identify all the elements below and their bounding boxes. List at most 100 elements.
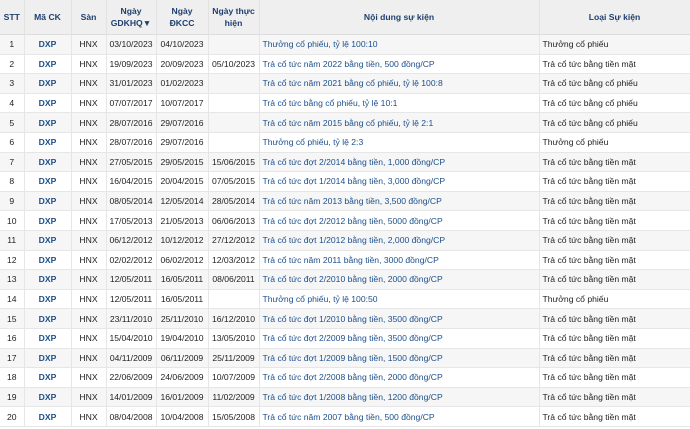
cell-ma-ck[interactable]: DXP (24, 132, 72, 153)
cell-stt: 19 (0, 387, 25, 408)
cell-ngay-thuc-hien: 07/05/2015 (208, 171, 260, 192)
cell-loai-su-kien: Thưởng cổ phiếu (539, 289, 690, 310)
cell-stt: 15 (0, 308, 25, 329)
cell-san: HNX (71, 152, 107, 173)
cell-ma-ck[interactable]: DXP (24, 73, 72, 94)
cell-ngay-thuc-hien: 15/05/2008 (208, 406, 260, 427)
cell-ma-ck[interactable]: DXP (24, 406, 72, 427)
cell-ma-ck[interactable]: DXP (24, 230, 72, 251)
cell-noi-dung[interactable]: Trả cổ tức năm 2011 bằng tiền, 3000 đồng… (259, 250, 540, 271)
cell-noi-dung[interactable]: Trả cổ tức đợt 1/2009 bằng tiền, 1500 đồ… (259, 348, 540, 369)
cell-san: HNX (71, 348, 107, 369)
table-row: 2 DXP HNX 19/09/2023 20/09/2023 05/10/2023 Trả… (0, 54, 690, 75)
cell-ngay-dkcc: 12/05/2014 (156, 191, 209, 212)
cell-san: HNX (71, 93, 107, 114)
cell-ngay-thuc-hien: 16/12/2010 (208, 308, 260, 329)
cell-ngay-dkcc: 10/07/2017 (156, 93, 209, 114)
table-row: 20 DXP HNX 08/04/2008 10/04/2008 15/05/2008 Tr… (0, 406, 690, 427)
cell-ngay-dkcc: 10/04/2008 (156, 406, 209, 427)
table-row: 5 DXP HNX 28/07/2016 29/07/2016 Trả cổ tức nă… (0, 112, 690, 133)
cell-ngay-thuc-hien (208, 132, 260, 153)
cell-loai-su-kien: Trả cổ tức bằng tiền mặt (539, 308, 690, 329)
header-stt: STT (0, 0, 25, 35)
cell-noi-dung[interactable]: Trả cổ tức đợt 1/2014 bằng tiền, 3,000 đ… (259, 171, 540, 192)
table-row: 17 DXP HNX 04/11/2009 06/11/2009 25/11/2009 Tr… (0, 348, 690, 369)
cell-noi-dung[interactable]: Trả cổ tức đợt 1/2010 bằng tiền, 3500 đồ… (259, 308, 540, 329)
cell-stt: 16 (0, 328, 25, 349)
cell-ma-ck[interactable]: DXP (24, 191, 72, 212)
cell-loai-su-kien: Thưởng cổ phiếu (539, 132, 690, 153)
cell-ngay-thuc-hien: 10/07/2009 (208, 367, 260, 388)
cell-ngay-thuc-hien (208, 289, 260, 310)
cell-loai-su-kien: Trả cổ tức bằng cổ phiếu (539, 73, 690, 94)
cell-san: HNX (71, 289, 107, 310)
cell-ngay-dkcc: 25/11/2010 (156, 308, 209, 329)
cell-ngay-gdkhq: 28/07/2016 (106, 132, 157, 153)
cell-loai-su-kien: Trả cổ tức bằng tiền mặt (539, 54, 690, 75)
cell-stt: 11 (0, 230, 25, 251)
cell-noi-dung[interactable]: Trả cổ tức năm 2013 bằng tiền, 3,500 đồn… (259, 191, 540, 212)
header-san[interactable]: Sàn (71, 0, 107, 35)
cell-loai-su-kien: Trả cổ tức bằng tiền mặt (539, 348, 690, 369)
header-loai-su-kien[interactable]: Loại Sự kiện (539, 0, 690, 35)
cell-noi-dung[interactable]: Trả cổ tức đợt 2/2012 bằng tiền, 5000 đồ… (259, 210, 540, 231)
table-row: 14 DXP HNX 12/05/2011 16/05/2011 Thưởng cổ ph… (0, 289, 690, 310)
cell-ma-ck[interactable]: DXP (24, 367, 72, 388)
cell-ngay-dkcc: 16/05/2011 (156, 269, 209, 290)
cell-loai-su-kien: Trả cổ tức bằng tiền mặt (539, 387, 690, 408)
header-ngay-gdkhq-sorted[interactable]: Ngày GDKHQ▼ (106, 0, 157, 35)
cell-noi-dung[interactable]: Trả cổ tức đợt 1/2008 bằng tiền, 1200 đồ… (259, 387, 540, 408)
cell-ma-ck[interactable]: DXP (24, 210, 72, 231)
cell-ma-ck[interactable]: DXP (24, 289, 72, 310)
cell-loai-su-kien: Trả cổ tức bằng tiền mặt (539, 250, 690, 271)
header-ngay-dkcc[interactable]: Ngày ĐKCC (156, 0, 209, 35)
cell-ma-ck[interactable]: DXP (24, 54, 72, 75)
cell-noi-dung[interactable]: Trả cổ tức năm 2021 bằng cổ phiếu, tỷ lệ… (259, 73, 540, 94)
cell-ma-ck[interactable]: DXP (24, 250, 72, 271)
header-ma-ck[interactable]: Mã CK (24, 0, 72, 35)
cell-noi-dung[interactable]: Trả cổ tức bằng cổ phiếu, tỷ lệ 10:1 (259, 93, 540, 114)
cell-stt: 13 (0, 269, 25, 290)
cell-ngay-gdkhq: 03/10/2023 (106, 34, 157, 55)
cell-ngay-dkcc: 06/11/2009 (156, 348, 209, 369)
cell-noi-dung[interactable]: Thưởng cổ phiếu, tỷ lệ 100:10 (259, 34, 540, 55)
cell-stt: 20 (0, 406, 25, 427)
table-row: 19 DXP HNX 14/01/2009 16/01/2009 11/02/2009 Tr… (0, 387, 690, 408)
table-row: 12 DXP HNX 02/02/2012 06/02/2012 12/03/2012 Tr… (0, 250, 690, 271)
cell-ma-ck[interactable]: DXP (24, 152, 72, 173)
cell-san: HNX (71, 328, 107, 349)
cell-stt: 1 (0, 34, 25, 55)
cell-noi-dung[interactable]: Trả cổ tức đợt 2/2010 bằng tiền, 2000 đồ… (259, 269, 540, 290)
cell-ma-ck[interactable]: DXP (24, 34, 72, 55)
cell-noi-dung[interactable]: Trả cổ tức năm 2022 bằng tiền, 500 đồng/… (259, 54, 540, 75)
cell-noi-dung[interactable]: Thưởng cổ phiếu, tỷ lệ 2:3 (259, 132, 540, 153)
cell-ma-ck[interactable]: DXP (24, 93, 72, 114)
cell-loai-su-kien: Trả cổ tức bằng cổ phiếu (539, 112, 690, 133)
cell-ngay-gdkhq: 08/05/2014 (106, 191, 157, 212)
cell-ngay-dkcc: 01/02/2023 (156, 73, 209, 94)
cell-ma-ck[interactable]: DXP (24, 328, 72, 349)
cell-loai-su-kien: Trả cổ tức bằng tiền mặt (539, 171, 690, 192)
cell-ma-ck[interactable]: DXP (24, 112, 72, 133)
cell-noi-dung[interactable]: Thưởng cổ phiếu, tỷ lệ 100:50 (259, 289, 540, 310)
table-row: 15 DXP HNX 23/11/2010 25/11/2010 16/12/2010 Tr… (0, 308, 690, 329)
cell-ma-ck[interactable]: DXP (24, 269, 72, 290)
cell-ngay-gdkhq: 16/04/2015 (106, 171, 157, 192)
cell-noi-dung[interactable]: Trả cổ tức đợt 2/2008 bằng tiền, 2000 đồ… (259, 367, 540, 388)
cell-ma-ck[interactable]: DXP (24, 387, 72, 408)
cell-san: HNX (71, 112, 107, 133)
cell-noi-dung[interactable]: Trả cổ tức đợt 2/2014 bằng tiền, 1,000 đ… (259, 152, 540, 173)
header-noi-dung[interactable]: Nội dung sự kiện (259, 0, 540, 35)
cell-noi-dung[interactable]: Trả cổ tức năm 2015 bằng cổ phiếu, tỷ lệ… (259, 112, 540, 133)
cell-ma-ck[interactable]: DXP (24, 348, 72, 369)
cell-noi-dung[interactable]: Trả cổ tức năm 2007 bằng tiền, 500 đồng/… (259, 406, 540, 427)
table-row: 3 DXP HNX 31/01/2023 01/02/2023 Trả cổ tức nă… (0, 73, 690, 94)
header-ngay-thuc-hien[interactable]: Ngày thực hiện (208, 0, 260, 35)
cell-ma-ck[interactable]: DXP (24, 171, 72, 192)
cell-ma-ck[interactable]: DXP (24, 308, 72, 329)
cell-noi-dung[interactable]: Trả cổ tức đợt 2/2009 bằng tiền, 3500 đồ… (259, 328, 540, 349)
cell-noi-dung[interactable]: Trả cổ tức đợt 1/2012 bằng tiền, 2,000 đ… (259, 230, 540, 251)
cell-ngay-dkcc: 29/07/2016 (156, 132, 209, 153)
cell-stt: 6 (0, 132, 25, 153)
cell-ngay-gdkhq: 27/05/2015 (106, 152, 157, 173)
